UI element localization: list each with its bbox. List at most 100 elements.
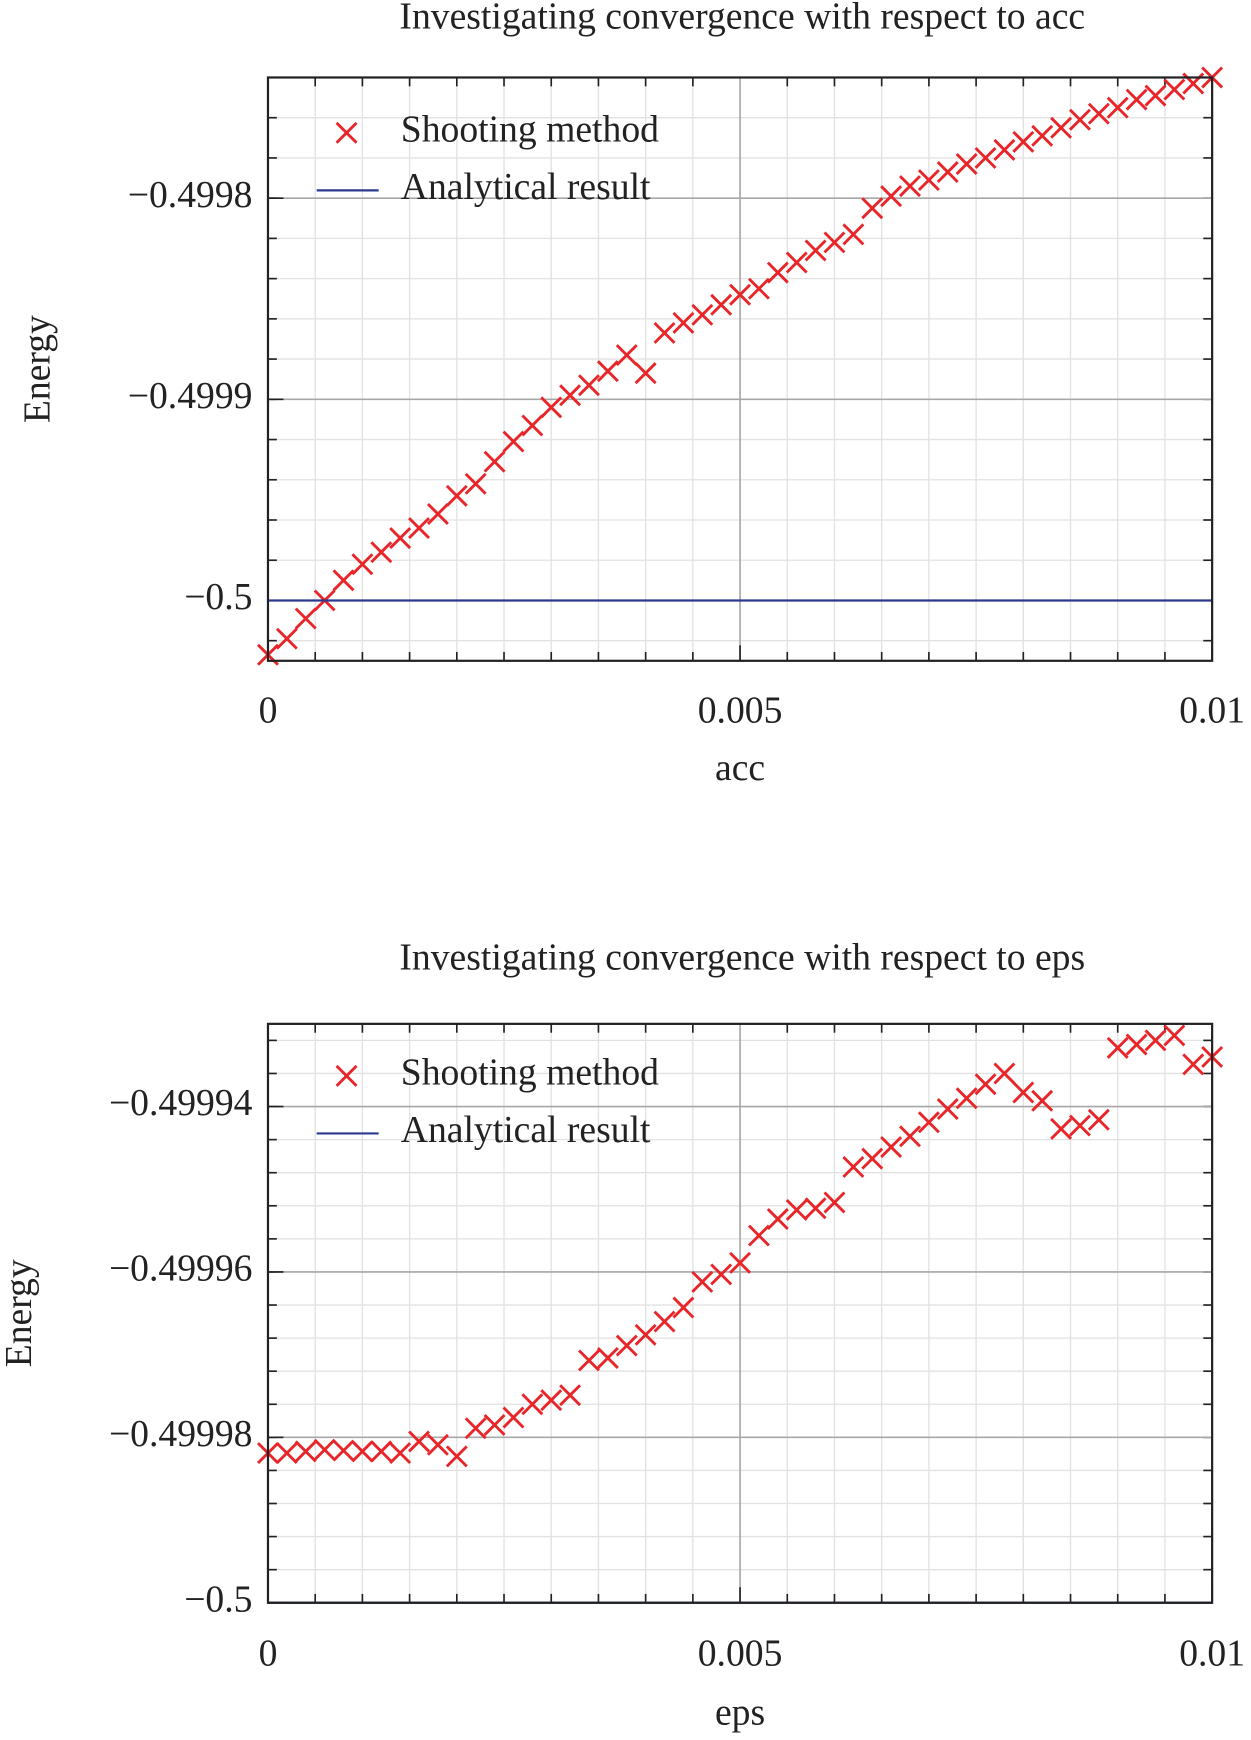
data-point [1050, 116, 1073, 139]
data-point [351, 1440, 374, 1463]
data-point [389, 527, 412, 550]
data-point [521, 414, 544, 437]
data-point [974, 1073, 997, 1096]
x-axis-label: eps [715, 1691, 765, 1733]
legend-marker [335, 121, 358, 144]
data-point [653, 1310, 676, 1333]
data-point [634, 362, 657, 385]
data-point [672, 311, 695, 334]
data-point [1106, 96, 1129, 119]
data-point [483, 450, 506, 473]
data-point [426, 502, 449, 525]
x-tick-label: 0 [259, 690, 278, 732]
y-tick-label: −0.49994 [109, 1082, 253, 1124]
data-point [766, 261, 789, 284]
data-point [936, 1098, 959, 1121]
data-point [578, 374, 600, 397]
data-point [1012, 130, 1035, 153]
y-axis-label: Energy [0, 1259, 40, 1367]
legend-label: Shooting method [401, 108, 659, 150]
x-tick-label: 0 [259, 1633, 278, 1675]
data-point [445, 1445, 468, 1468]
data-point [823, 1191, 846, 1214]
x-axis-label: acc [715, 747, 765, 789]
data-point [729, 283, 752, 306]
data-point [880, 185, 903, 208]
data-point [1068, 108, 1091, 131]
data-point [917, 1111, 940, 1134]
data-point [955, 152, 978, 175]
plot-frame [266, 1022, 1214, 1604]
plot-frame [266, 76, 1214, 662]
y-tick-label: −0.4998 [128, 174, 253, 216]
data-point [1031, 1089, 1054, 1112]
data-point [899, 175, 921, 198]
data-point [785, 251, 808, 274]
data-point [408, 1430, 431, 1453]
y-axis-label: Energy [17, 315, 59, 423]
data-point [747, 1224, 770, 1247]
data-point [332, 1439, 355, 1462]
legend-label: Analytical result [401, 1109, 651, 1151]
data-point [899, 1125, 921, 1148]
data-point [785, 1198, 808, 1221]
data-point [275, 627, 298, 650]
chart-title: Investigating convergence with respect t… [399, 0, 1085, 38]
data-point [596, 360, 619, 383]
legend-label: Analytical result [401, 166, 651, 208]
data-point [747, 277, 770, 300]
y-tick-label: −0.5 [184, 576, 252, 618]
data-point [559, 384, 582, 407]
data-point [861, 197, 884, 220]
data-point [389, 1442, 412, 1465]
data-point [804, 239, 827, 262]
data-point [1163, 1024, 1186, 1047]
legend-label: Shooting method [401, 1052, 659, 1094]
data-point [1031, 124, 1054, 147]
data-point [596, 1346, 619, 1369]
data-point [615, 1334, 638, 1357]
data-point [370, 541, 393, 564]
data-point [275, 1442, 298, 1465]
data-point [766, 1208, 789, 1231]
data-point [955, 1087, 978, 1110]
data-point [294, 1440, 317, 1463]
x-tick-label: 0.005 [698, 1633, 783, 1675]
data-point [880, 1136, 903, 1159]
data-point [521, 1393, 544, 1416]
data-point [917, 169, 940, 192]
data-point [1106, 1036, 1129, 1059]
y-tick-label: −0.49998 [109, 1413, 253, 1455]
data-point [332, 569, 355, 592]
data-point [842, 1155, 865, 1178]
data-point [729, 1251, 752, 1274]
data-point [1087, 102, 1110, 125]
data-point [1144, 1029, 1167, 1052]
data-point [823, 231, 846, 254]
data-point [1050, 1117, 1073, 1140]
data-point [351, 553, 374, 576]
data-point [1087, 1108, 1110, 1131]
data-point [1012, 1081, 1035, 1104]
data-point [1163, 78, 1186, 101]
data-point [578, 1349, 600, 1372]
data-point [804, 1197, 827, 1220]
data-point [993, 1062, 1016, 1085]
data-point [483, 1413, 506, 1436]
data-point [540, 1389, 563, 1412]
data-point [974, 146, 997, 169]
legend-marker [335, 1064, 358, 1087]
data-point [1125, 88, 1148, 111]
data-point [370, 1440, 393, 1463]
data-point [426, 1433, 449, 1456]
data-point [691, 303, 714, 326]
data-point [653, 321, 676, 344]
data-point [445, 484, 468, 507]
data-point [1144, 84, 1167, 107]
data-point [936, 161, 959, 183]
data-point [408, 517, 431, 540]
data-point [710, 1263, 733, 1286]
data-point [502, 430, 525, 453]
data-point [993, 138, 1016, 161]
